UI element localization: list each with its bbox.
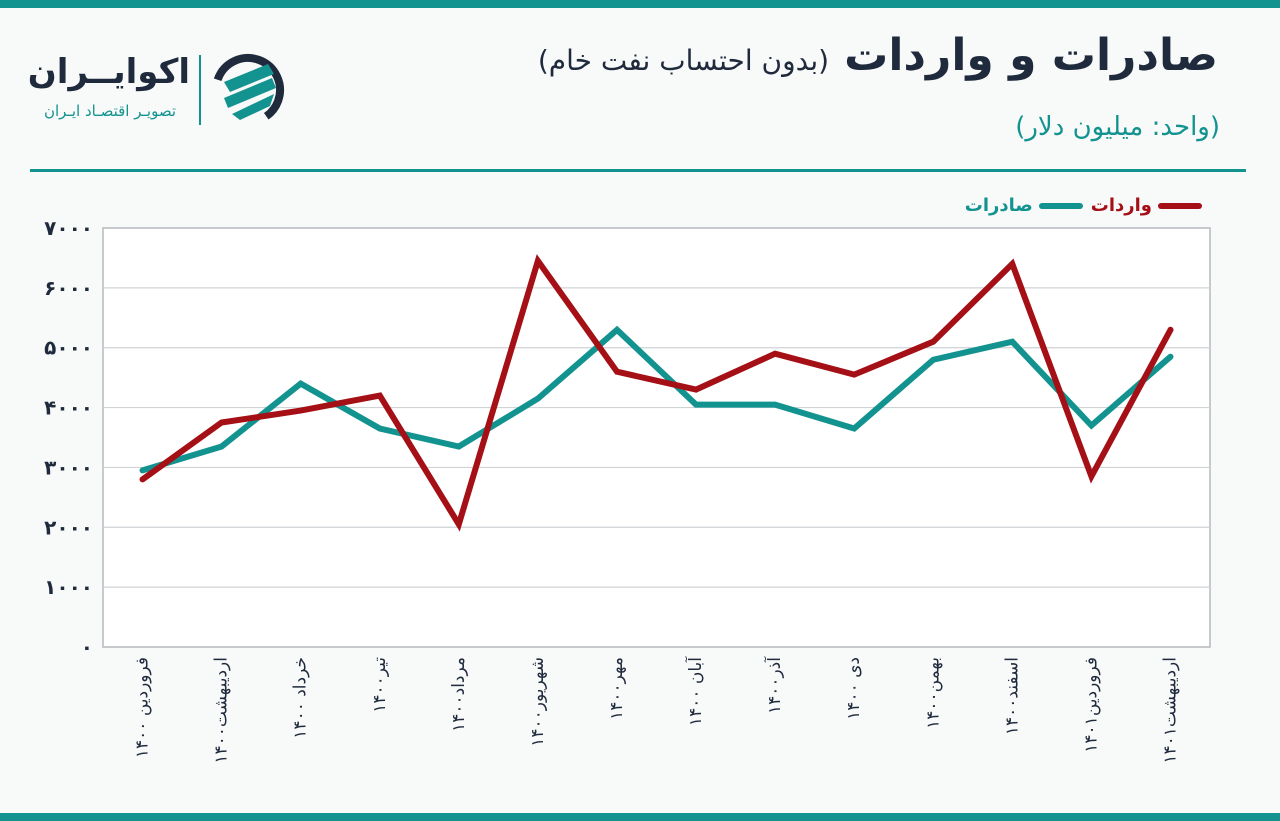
x-tick-label: آذر۱۴۰۰: [763, 656, 785, 714]
y-tick-label: ۵۰۰۰: [44, 336, 93, 360]
brand-separator: [199, 55, 201, 125]
plot-area: [102, 227, 1211, 648]
y-tick-label: ۳۰۰۰: [44, 455, 93, 479]
x-tick-label: فروردین ۱۴۰۰: [133, 657, 153, 758]
x-tick-label: اردیبهشت۱۴۰۱: [1160, 657, 1180, 764]
x-tick-label: آبان ۱۴۰۰: [684, 656, 706, 726]
x-tick-label: خرداد ۱۴۰۰: [291, 657, 311, 739]
legend-label-imports: واردات: [1090, 195, 1152, 216]
y-tick-label: ۴۰۰۰: [44, 396, 93, 420]
x-tick-label: فروردین۱۴۰۱: [1081, 657, 1101, 753]
legend-swatch-imports: [1158, 202, 1202, 209]
x-tick-label: مهر۱۴۰۰: [607, 657, 627, 720]
bottom-accent-bar: [0, 813, 1280, 821]
legend-label-exports: صادرات: [964, 195, 1033, 216]
y-tick-label: ۱۰۰۰: [44, 575, 93, 599]
y-tick-label: ۲۰۰۰: [44, 515, 93, 539]
series-line-imports: [139, 254, 1174, 532]
x-tick-label: مرداد۱۴۰۰: [449, 657, 469, 732]
unit-label: (واحد: میلیون دلار): [1015, 112, 1220, 142]
brand-name: اکوایــران: [27, 52, 190, 92]
series-line-exports: [139, 325, 1174, 474]
x-tick-label: تیر۱۴۰۰: [370, 657, 390, 713]
y-tick-label: ۷۰۰۰: [44, 216, 93, 240]
x-tick-label: اردیبهشت۱۴۰۰: [212, 657, 232, 764]
chart-legend: واردات صادرات: [965, 195, 1202, 216]
x-tick-label: اسفند۱۴۰۰: [1002, 657, 1022, 735]
brand-mark-icon: [212, 54, 284, 127]
title-main: صادرات و واردات: [844, 30, 1218, 81]
x-tick-label: بهمن۱۴۰۰: [923, 657, 943, 729]
chart-title: صادرات و واردات (بدون احتساب نفت خام): [538, 30, 1218, 81]
title-subtitle: (بدون احتساب نفت خام): [537, 44, 830, 77]
legend-swatch-exports: [1038, 202, 1083, 209]
x-tick-label: دی ۱۴۰۰: [844, 657, 864, 720]
legend-item-exports: صادرات: [965, 195, 1083, 216]
legend-item-imports: واردات: [1091, 195, 1202, 216]
y-tick-label: ۶۰۰۰: [44, 276, 93, 300]
x-tick-label: شهریور۱۴۰۰: [528, 657, 548, 747]
header-divider: [30, 169, 1246, 172]
brand-tagline: تصویـر اقتصـاد ایـران: [43, 102, 177, 120]
top-accent-bar: [0, 0, 1280, 8]
y-tick-label: ۰: [81, 635, 93, 659]
